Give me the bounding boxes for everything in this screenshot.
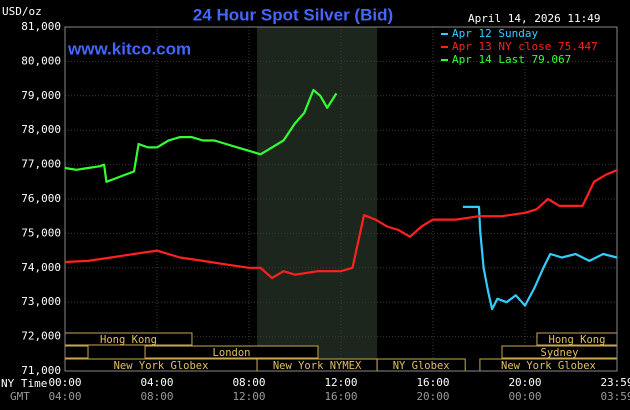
- y-tick-label: 81,000: [21, 20, 61, 33]
- x-tick-label: 16:00: [416, 376, 449, 389]
- session-label: New York Globex: [501, 360, 596, 372]
- legend-label: Apr 13 NY close 75.447: [452, 40, 598, 53]
- x2-tick-label: 08:00: [140, 390, 173, 403]
- y-tick-label: 72,000: [21, 330, 61, 343]
- y-tick-label: 76,000: [21, 192, 61, 205]
- x2-tick-label: 12:00: [232, 390, 265, 403]
- x-tick-label: 00:00: [48, 376, 81, 389]
- y-tick-label: 80,000: [21, 54, 61, 67]
- y-axis-label: USD/oz: [2, 5, 42, 18]
- x-axis-label: NY Time: [1, 377, 47, 390]
- y-tick-label: 73,000: [21, 295, 61, 308]
- x2-tick-label: 00:00: [508, 390, 541, 403]
- session-label: New York NYMEX: [273, 360, 362, 372]
- session-label: London: [213, 347, 251, 359]
- session-label: Hong Kong: [100, 334, 157, 346]
- y-tick-label: 71,000: [21, 364, 61, 377]
- legend-label: Apr 14 Last 79.067: [452, 53, 571, 66]
- x2-tick-label: 16:00: [324, 390, 357, 403]
- legend-label: Apr 12 Sunday: [452, 27, 538, 40]
- x2-axis-label: GMT: [10, 390, 30, 403]
- x2-tick-label: 04:00: [48, 390, 81, 403]
- session-box: [64, 345, 89, 359]
- timestamp: April 14, 2026 11:49: [468, 12, 600, 25]
- session-label: New York Globex: [114, 360, 209, 372]
- series-line: [64, 88, 338, 183]
- x2-tick-label: 20:00: [416, 390, 449, 403]
- series-line: [462, 205, 618, 311]
- y-tick-label: 77,000: [21, 158, 61, 171]
- chart-title: 24 Hour Spot Silver (Bid): [193, 5, 393, 24]
- session-label: Hong Kong: [549, 334, 606, 346]
- series-line: [64, 169, 618, 280]
- y-tick-label: 78,000: [21, 123, 61, 136]
- x-tick-label: 12:00: [324, 376, 357, 389]
- y-tick-label: 75,000: [21, 226, 61, 239]
- x-tick-label: 08:00: [232, 376, 265, 389]
- y-tick-label: 79,000: [21, 89, 61, 102]
- x2-tick-label: 03:59: [600, 390, 630, 403]
- session-label: Sydney: [541, 347, 579, 359]
- y-tick-label: 74,000: [21, 261, 61, 274]
- x-tick-label: 20:00: [508, 376, 541, 389]
- site-url: www.kitco.com: [67, 39, 191, 58]
- session-box: [144, 345, 319, 359]
- x-tick-label: 23:59: [600, 376, 630, 389]
- plot-frame: [64, 26, 618, 372]
- session-label: NY Globex: [393, 360, 450, 372]
- x-tick-label: 04:00: [140, 376, 173, 389]
